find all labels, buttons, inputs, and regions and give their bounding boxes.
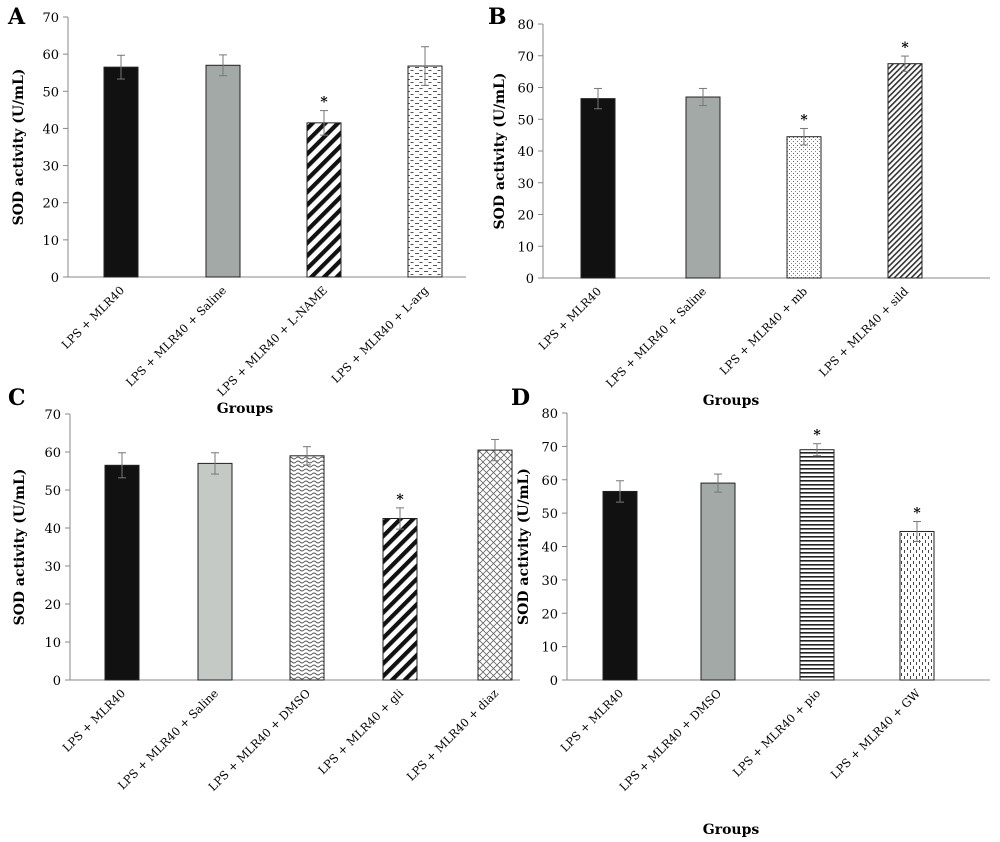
x-axis-label: Groups [703,393,760,409]
x-axis-label: Groups [217,401,274,417]
x-axis-label: Groups [703,822,760,838]
y-tick-label: 40 [42,122,59,137]
bar [103,66,139,278]
panel-label: A [7,4,26,30]
x-tick-label: LPS + MLR40 + DMSO [206,686,314,794]
x-tick-label: LPS + MLR40 + Saline [603,284,709,390]
bar [700,482,736,681]
y-tick-label: 60 [541,474,558,489]
bar [685,96,721,279]
y-tick-label: 30 [42,160,59,175]
y-tick-label: 30 [44,560,61,575]
panel-label: B [488,4,507,30]
x-tick-label: LPS + MLR40 + pio [730,686,823,779]
y-tick-label: 80 [517,18,534,33]
chart-panel-c: C 0 10 20 30 40 50 60 70 SOD activity (U/mL) Group… [8,385,520,794]
y-tick-label: 40 [44,522,61,537]
y-tick-label: 50 [517,113,534,128]
x-tick-label: LPS + MLR40 + mb [717,284,810,377]
y-tick-label: 10 [42,234,59,249]
x-tick-label: LPS + MLR40 [60,686,129,755]
bar [289,455,325,681]
bar [899,530,935,681]
bar [580,98,616,279]
bar [799,449,835,681]
y-tick-label: 50 [42,85,59,100]
y-tick-label: 70 [42,11,59,26]
y-tick-label: 20 [44,598,61,613]
x-tick-label: LPS + MLR40 + Saline [123,283,229,389]
y-tick-label: 50 [44,484,61,499]
y-tick-label: 20 [42,197,59,212]
x-tick-label: LPS + MLR40 + GW [828,686,923,781]
y-tick-label: 70 [541,440,558,455]
bar [407,65,443,278]
y-tick-label: 20 [541,607,558,622]
significance-marker: * [800,112,808,128]
bar [104,464,140,681]
bar [306,122,342,278]
bar [197,462,233,681]
y-tick-label: 40 [517,145,534,160]
x-tick-label: LPS + MLR40 [59,283,128,352]
y-tick-label: 20 [517,209,534,224]
bar [382,518,418,681]
panel-label: C [8,385,26,411]
chart-panel-b: B 0 10 20 30 40 50 60 70 80 SOD activity (U/mL) Gro… [488,4,990,409]
y-tick-label: 10 [517,240,534,255]
significance-marker: * [320,95,328,111]
y-tick-label: 50 [541,507,558,522]
chart-panel-d: D 0 10 20 30 40 50 60 70 80 SOD activity (U/mL) Gro… [511,385,990,838]
y-tick-label: 10 [44,636,61,651]
x-tick-label: LPS + MLR40 + DMSO [617,686,725,794]
y-tick-label: 0 [53,674,61,689]
x-tick-label: LPS + MLR40 + diaz [404,686,501,783]
x-tick-label: LPS + MLR40 + L-arg [329,283,432,386]
y-tick-label: 0 [550,674,558,689]
y-tick-label: 0 [526,272,534,287]
y-tick-label: 30 [541,574,558,589]
x-tick-label: LPS + MLR40 + L-NAME [214,283,330,399]
y-tick-label: 70 [517,50,534,65]
y-tick-label: 70 [44,408,61,423]
y-axis-label: SOD activity (U/mL) [492,73,508,230]
y-tick-label: 60 [517,82,534,97]
significance-marker: * [913,505,921,521]
significance-marker: * [813,428,821,444]
significance-marker: * [901,40,909,56]
x-tick-label: LPS + MLR40 + gli [315,686,406,777]
x-tick-label: LPS + MLR40 + sild [816,284,912,380]
y-axis-label: SOD activity (U/mL) [12,469,28,626]
y-tick-label: 60 [44,446,61,461]
x-tick-label: LPS + MLR40 + Saline [115,686,221,792]
x-tick-label: LPS + MLR40 [536,284,605,353]
bar [786,136,822,279]
x-tick-label: LPS + MLR40 [558,686,627,755]
y-axis-label: SOD activity (U/mL) [11,69,27,226]
chart-panel-a: A 0 10 20 30 40 50 60 70 SOD activity (U/mL) LPS +… [7,4,466,399]
y-tick-label: 0 [51,271,59,286]
bar [602,490,638,681]
bar [477,449,513,681]
significance-marker: * [396,492,404,508]
bar [205,64,241,278]
y-tick-label: 40 [541,541,558,556]
y-axis-label: SOD activity (U/mL) [516,468,532,625]
y-tick-label: 60 [42,48,59,63]
panel-label: D [511,385,530,411]
y-tick-label: 80 [541,407,558,422]
y-tick-label: 30 [517,177,534,192]
bar [887,63,923,279]
y-tick-label: 10 [541,641,558,656]
